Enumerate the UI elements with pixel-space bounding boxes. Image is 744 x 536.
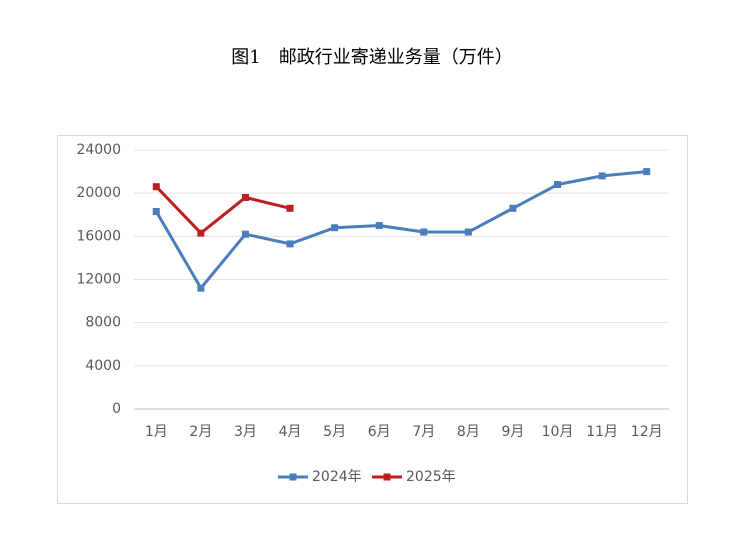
marker <box>241 193 249 201</box>
marker <box>331 224 339 232</box>
marker <box>152 208 160 216</box>
marker <box>554 181 562 189</box>
x-tick-label: 4月 <box>279 424 302 440</box>
marker <box>197 284 205 292</box>
x-tick-label: 8月 <box>457 424 480 440</box>
y-tick-label: 16000 <box>76 228 121 244</box>
series-line <box>154 170 647 290</box>
x-tick-label: 12月 <box>631 424 663 440</box>
marker <box>197 229 205 237</box>
y-tick-label: 24000 <box>76 142 121 158</box>
marker <box>598 172 606 180</box>
x-tick-label: 7月 <box>412 424 435 440</box>
x-tick-label: 9月 <box>501 424 524 440</box>
legend-label: 2025年 <box>406 469 456 485</box>
marker <box>509 204 517 212</box>
y-tick-label: 0 <box>112 401 121 417</box>
x-tick-label: 3月 <box>234 424 257 440</box>
y-tick-label: 4000 <box>85 358 121 374</box>
marker <box>375 222 383 230</box>
x-tick-label: 10月 <box>542 424 574 440</box>
x-tick-label: 1月 <box>145 424 168 440</box>
chart-title: 图1 邮政行业寄递业务量（万件） <box>231 47 512 68</box>
chart-frame <box>57 135 688 504</box>
y-tick-label: 12000 <box>76 272 121 288</box>
y-tick-label: 8000 <box>85 315 121 331</box>
x-tick-label: 6月 <box>368 424 391 440</box>
legend-marker <box>289 473 297 481</box>
x-tick-label: 11月 <box>586 424 618 440</box>
legend-label: 2024年 <box>312 469 362 485</box>
x-tick-label: 2月 <box>189 424 212 440</box>
marker <box>464 228 472 236</box>
marker <box>420 228 428 236</box>
series-line <box>155 185 291 235</box>
marker <box>241 230 249 238</box>
legend-marker <box>383 473 391 481</box>
marker <box>152 183 160 191</box>
marker <box>643 168 651 176</box>
marker <box>286 204 294 212</box>
marker <box>286 240 294 248</box>
x-tick-label: 5月 <box>323 424 346 440</box>
y-tick-label: 20000 <box>76 185 121 201</box>
